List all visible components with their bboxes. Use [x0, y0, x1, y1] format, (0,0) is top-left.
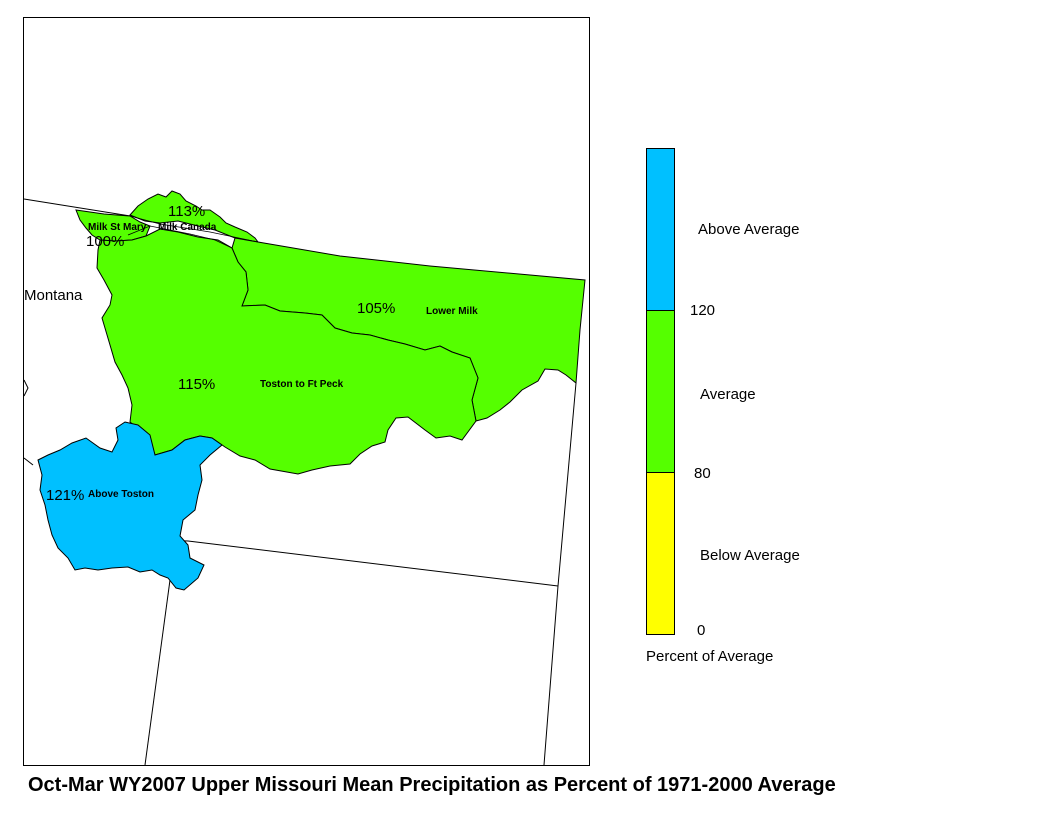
basin-name-milk-st-mary: Milk St Mary [88, 222, 147, 233]
page-title: Oct-Mar WY2007 Upper Missouri Mean Preci… [28, 774, 836, 796]
basin-percent-milk-canada: 113% [168, 203, 205, 220]
legend-title: Percent of Average [646, 648, 774, 665]
basin-percent-toston-ft-peck: 115% [178, 376, 215, 393]
sub-basin-lines [127, 215, 259, 249]
basin-percent-milk-st-mary: 100% [86, 233, 124, 250]
legend-label-average: Average [700, 386, 756, 403]
legend-swatch-above-average [646, 148, 675, 311]
legend-color-bar [646, 148, 675, 635]
basin-toston-ft-peck [96, 228, 479, 475]
basin-name-toston-ft-peck: Toston to Ft Peck [260, 379, 344, 390]
legend-label-above-average: Above Average [698, 221, 800, 238]
state-label: Montana [24, 287, 83, 304]
basin-percent-lower-milk: 105% [357, 300, 395, 317]
legend-swatch-below-average [646, 472, 675, 635]
basin-name-above-toston: Above Toston [88, 489, 154, 500]
legend-break-0: 0 [697, 622, 706, 639]
legend-label-below-average: Below Average [700, 547, 800, 564]
basin-above-toston [37, 421, 223, 591]
legend-break-120: 120 [690, 302, 716, 319]
basin-name-lower-milk: Lower Milk [426, 306, 478, 317]
basin-name-milk-canada: Milk Canada [158, 222, 217, 233]
basin-percent-above-toston: 121% [46, 487, 84, 504]
legend-swatch-average [646, 310, 675, 473]
legend-break-80: 80 [694, 465, 711, 482]
basin-milk-canada [129, 190, 260, 243]
